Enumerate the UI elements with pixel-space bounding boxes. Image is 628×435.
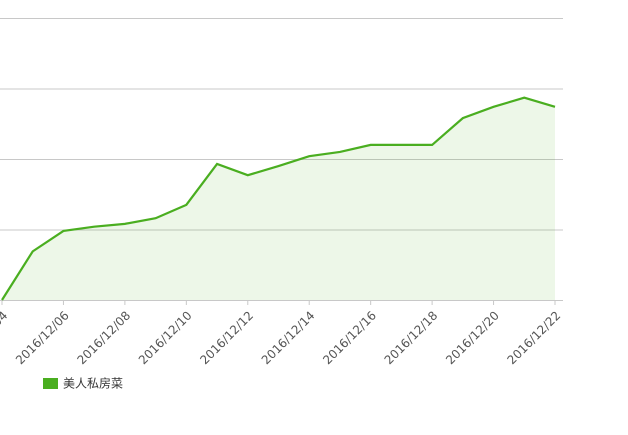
x-tick-label: 2016/12/10 — [136, 308, 195, 367]
x-tick-label: 2016/12/12 — [197, 308, 256, 367]
area — [2, 97, 555, 300]
x-tick-label: 2016/12/20 — [443, 308, 502, 367]
x-tick-label: 2016/12/18 — [382, 308, 441, 367]
x-tick-label: 2016/12/06 — [13, 308, 72, 367]
x-tick-label: 2016/12/14 — [259, 308, 318, 367]
legend-label: 美人私房菜 — [63, 376, 123, 391]
line — [1, 96, 556, 301]
x-tick-label: 2016/12/16 — [320, 308, 379, 367]
x-tick-label: 2016/12/22 — [505, 308, 564, 367]
legend-swatch — [43, 378, 58, 389]
x-tick-label: 2016/12/04 — [0, 308, 10, 367]
x-tick-label: 2016/12/08 — [74, 308, 133, 367]
